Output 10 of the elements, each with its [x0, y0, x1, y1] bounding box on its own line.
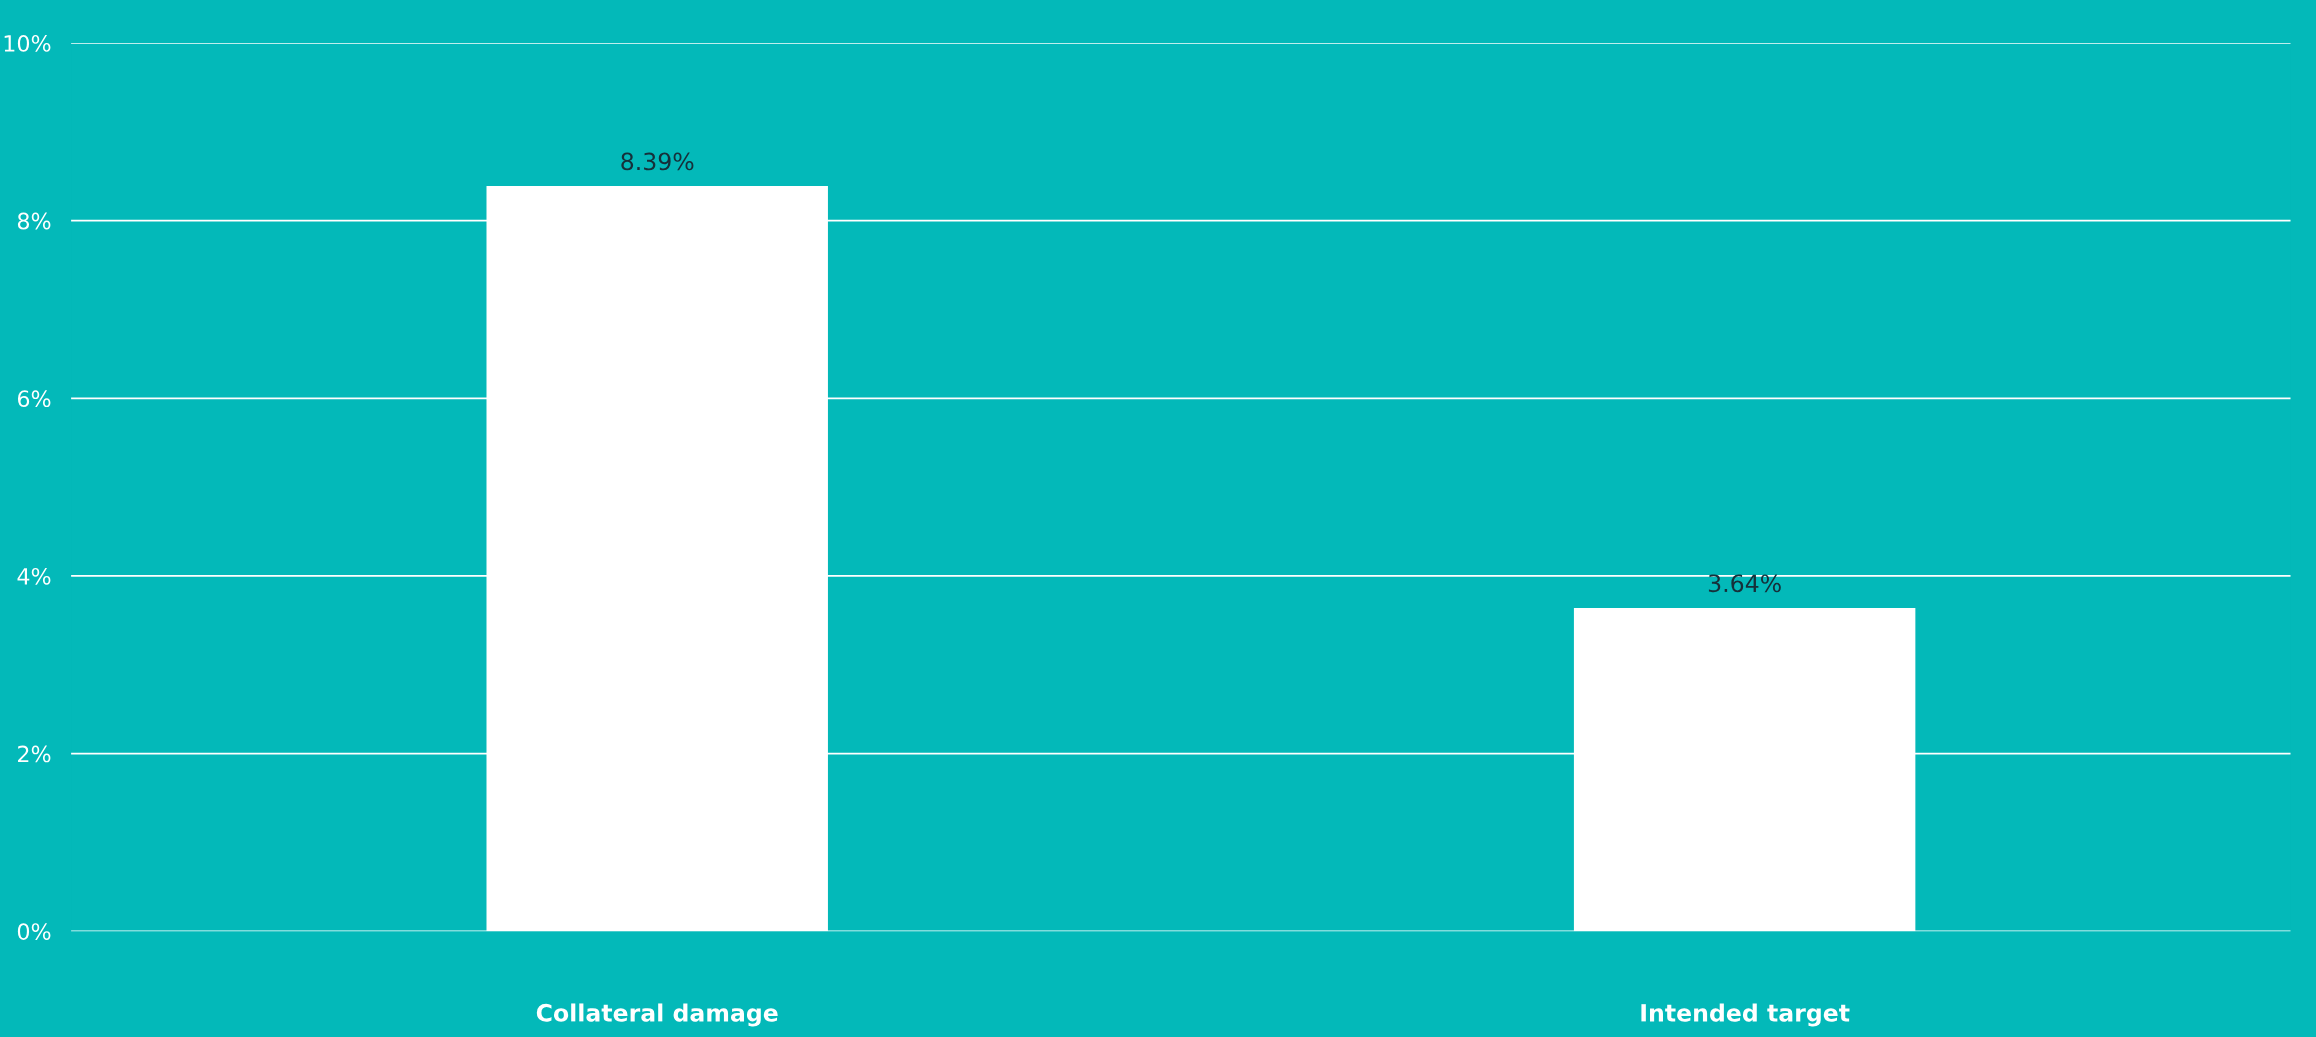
y-tick-label: 10% — [4, 34, 51, 52]
y-tick-label: 8% — [17, 212, 51, 230]
y-tick-label: 0% — [17, 923, 51, 940]
data-label: 3.64% — [1708, 574, 1781, 593]
y-tick-label: 6% — [17, 390, 51, 408]
x-tick-label: Collateral damage — [536, 1003, 778, 1027]
x-tick-label: Intended target — [1641, 1003, 1850, 1027]
y-tick-label: 2% — [18, 745, 51, 763]
data-label: 8.39% — [621, 152, 694, 171]
y-tick-label: 4% — [17, 567, 51, 585]
